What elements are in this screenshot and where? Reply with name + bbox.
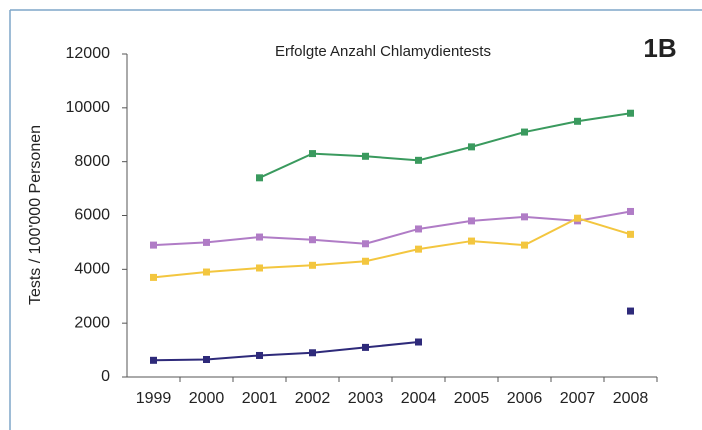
x-tick-label: 2000 <box>189 390 225 407</box>
series-marker <box>627 230 634 238</box>
x-tick-label: 2005 <box>454 390 490 407</box>
series-marker <box>256 233 263 241</box>
panel-tag: 1B <box>643 33 676 63</box>
series-marker <box>574 214 581 222</box>
x-tick-label: 2008 <box>613 390 649 407</box>
series-marker <box>309 349 316 357</box>
y-tick-label: 10000 <box>66 99 111 116</box>
series-marker <box>627 109 634 117</box>
series-marker <box>521 213 528 221</box>
series-marker <box>203 238 210 246</box>
x-tick-label: 2002 <box>295 390 331 407</box>
series-marker <box>415 156 422 164</box>
series-marker <box>150 273 157 281</box>
x-tick-label: 2001 <box>242 390 278 407</box>
x-tick-label: 2004 <box>401 390 437 407</box>
series-marker <box>627 207 634 215</box>
series-marker <box>203 268 210 276</box>
series-marker <box>468 143 475 151</box>
series-line <box>153 341 419 362</box>
series-marker <box>203 356 210 364</box>
series-marker <box>256 351 263 359</box>
x-tick-label: 1999 <box>136 390 172 407</box>
series-marker <box>468 217 475 225</box>
series-marker <box>362 240 369 248</box>
series-line <box>153 217 631 279</box>
series-marker <box>574 117 581 125</box>
series-marker <box>362 152 369 160</box>
series-line <box>153 210 631 247</box>
series-marker <box>150 241 157 249</box>
y-tick-label: 6000 <box>74 207 110 224</box>
series-marker <box>521 241 528 249</box>
series-marker <box>309 236 316 244</box>
y-tick-label: 2000 <box>74 314 110 331</box>
chart-title: Erfolgte Anzahl Chlamydientests <box>275 43 491 60</box>
series-marker <box>256 264 263 272</box>
series-marker <box>627 307 634 315</box>
y-tick-label: 4000 <box>74 261 110 278</box>
series-marker <box>415 338 422 346</box>
series-marker <box>521 128 528 136</box>
y-tick-label: 0 <box>101 368 110 385</box>
x-tick-label: 2003 <box>348 390 384 407</box>
series-marker <box>362 343 369 351</box>
series-marker <box>256 174 263 182</box>
series-marker <box>415 245 422 253</box>
y-axis-label: Tests / 100'000 Personen <box>27 125 44 305</box>
series-line <box>259 112 631 179</box>
series-marker <box>309 150 316 158</box>
y-tick-label: 12000 <box>66 45 111 62</box>
series-marker <box>362 257 369 265</box>
x-tick-label: 2007 <box>560 390 596 407</box>
x-tick-label: 2006 <box>507 390 543 407</box>
series-marker <box>150 356 157 364</box>
series-marker <box>415 225 422 233</box>
series-marker <box>309 261 316 269</box>
y-tick-label: 8000 <box>74 153 110 170</box>
series-marker <box>468 237 475 245</box>
